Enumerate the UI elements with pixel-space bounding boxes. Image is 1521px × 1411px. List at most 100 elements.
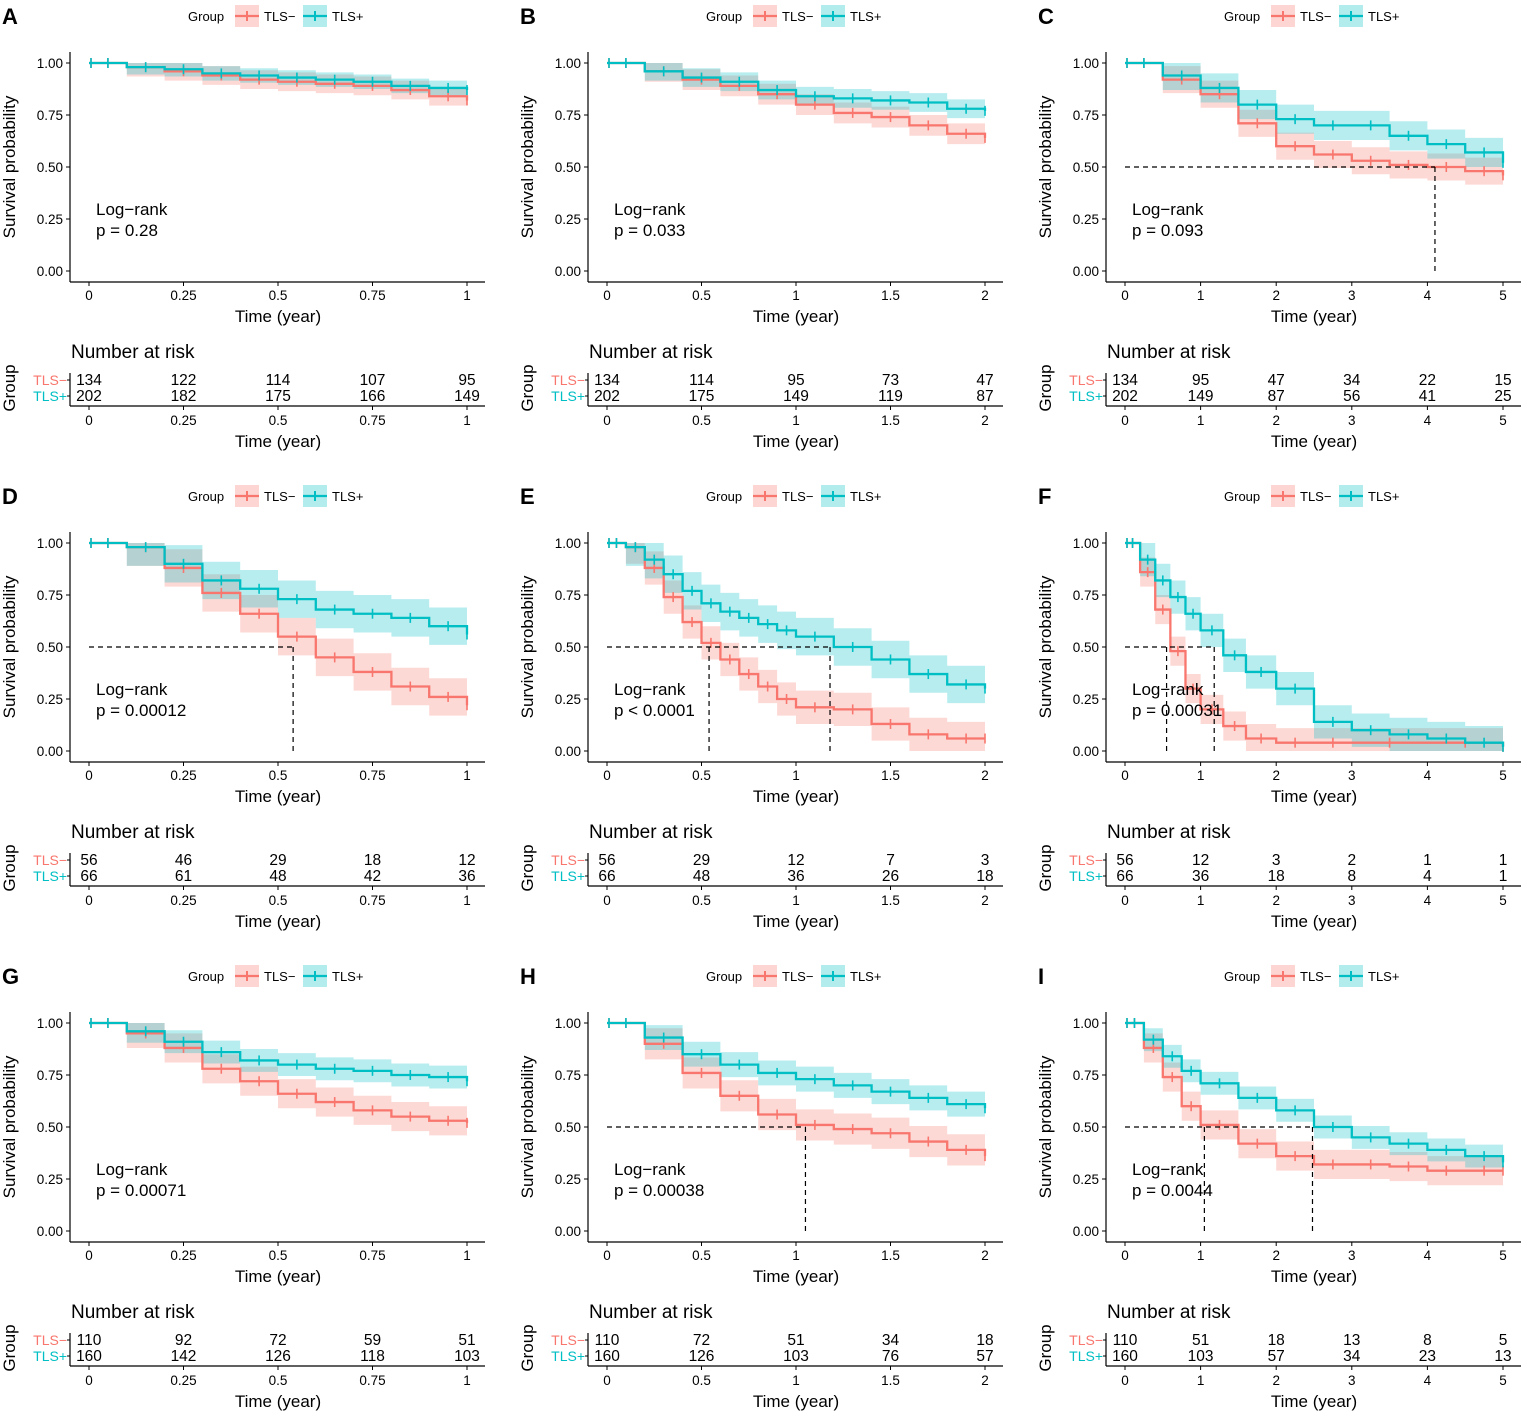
panel-label: F (1038, 484, 1051, 509)
risk-count: 66 (80, 868, 97, 885)
x-axis-label: Time (year) (235, 307, 321, 326)
x-tick-label: 5 (1499, 768, 1507, 783)
x-tick-label: 0.5 (269, 1248, 288, 1263)
legend-label: TLS− (782, 489, 813, 504)
risk-count: 1 (1499, 852, 1508, 869)
km-curve-tls-pos (607, 61, 987, 111)
risk-count: 175 (689, 388, 715, 405)
legend: Group TLS− TLS+ (1224, 485, 1399, 507)
y-tick-label: 0.25 (1073, 212, 1099, 227)
risk-count: 118 (360, 1348, 385, 1365)
risk-count: 18 (1268, 868, 1285, 885)
x-tick-label: 0 (1121, 288, 1129, 303)
risk-count: 46 (175, 852, 192, 869)
risk-count: 1 (1423, 852, 1432, 869)
logrank-label: Log−rank (1132, 680, 1204, 699)
y-tick-label: 1.00 (37, 1016, 63, 1031)
legend-title: Group (706, 489, 742, 504)
risk-count: 12 (787, 852, 804, 869)
x-tick-label: 0.75 (359, 1248, 385, 1263)
y-tick-label: 0.25 (1073, 1172, 1099, 1187)
risk-count: 48 (693, 868, 710, 885)
risk-count: 51 (458, 1332, 475, 1349)
x-tick-label: 1 (463, 1248, 471, 1263)
risk-count: 110 (77, 1332, 102, 1349)
risk-count: 57 (976, 1348, 993, 1365)
x-tick-label: 5 (1499, 288, 1507, 303)
y-tick-label: 0.75 (1073, 1068, 1099, 1083)
legend-label: TLS+ (1368, 969, 1399, 984)
risk-count: 87 (1268, 388, 1285, 405)
x-axis-label: Time (year) (235, 787, 321, 806)
km-curve-tls-pos (89, 541, 469, 635)
risk-row-label: TLS− (33, 372, 67, 388)
risk-count: 103 (783, 1348, 809, 1365)
risk-x-tick-label: 1 (1197, 1373, 1205, 1388)
risk-group-label: Group (1036, 1324, 1055, 1371)
panel-label: H (520, 964, 536, 989)
legend: Group TLS− TLS+ (188, 965, 363, 987)
x-tick-label: 0.5 (269, 288, 288, 303)
y-tick-label: 0.25 (37, 212, 63, 227)
legend: Group TLS− TLS+ (706, 965, 881, 987)
risk-count: 56 (598, 852, 615, 869)
y-tick-label: 0.75 (555, 588, 581, 603)
y-tick-label: 0.50 (37, 1120, 63, 1135)
risk-count: 122 (171, 372, 197, 389)
risk-count: 13 (1343, 1332, 1360, 1349)
risk-x-tick-label: 3 (1348, 413, 1356, 428)
legend-label: TLS− (782, 969, 813, 984)
risk-x-tick-label: 3 (1348, 893, 1356, 908)
p-value: p = 0.00031 (1132, 701, 1222, 720)
risk-group-label: Group (518, 1324, 537, 1371)
risk-count: 57 (1268, 1348, 1285, 1365)
risk-count: 18 (976, 1332, 993, 1349)
risk-x-axis-label: Time (year) (1271, 1392, 1357, 1411)
y-tick-label: 1.00 (37, 56, 63, 71)
km-panel-D: D Group TLS− TLS+Survival probability1.000.… (0, 484, 485, 931)
x-tick-label: 2 (981, 1248, 989, 1263)
x-tick-label: 2 (1272, 768, 1280, 783)
risk-x-axis-label: Time (year) (235, 432, 321, 451)
x-tick-label: 0 (85, 1248, 93, 1263)
risk-x-tick-label: 5 (1499, 413, 1507, 428)
risk-count: 166 (360, 388, 386, 405)
y-tick-label: 0.00 (1073, 744, 1099, 759)
x-axis-label: Time (year) (1271, 787, 1357, 806)
legend-title: Group (1224, 969, 1260, 984)
ci-band-tls-pos (1125, 1023, 1503, 1174)
km-panel-C: C Group TLS− TLS+Survival probability1.000.… (1036, 4, 1521, 451)
risk-count: 29 (269, 852, 286, 869)
risk-count: 160 (1112, 1348, 1138, 1365)
risk-group-label: Group (0, 364, 19, 411)
risk-x-tick-label: 0.5 (269, 893, 288, 908)
legend: Group TLS− TLS+ (1224, 965, 1399, 987)
risk-count: 23 (1419, 1348, 1436, 1365)
risk-table-title: Number at risk (589, 822, 713, 843)
risk-count: 119 (878, 388, 903, 405)
risk-x-tick-label: 5 (1499, 893, 1507, 908)
risk-count: 87 (976, 388, 993, 405)
x-axis-label: Time (year) (753, 787, 839, 806)
risk-x-axis-label: Time (year) (753, 432, 839, 451)
risk-x-axis-label: Time (year) (1271, 912, 1357, 931)
risk-count: 160 (594, 1348, 620, 1365)
y-tick-label: 1.00 (1073, 536, 1099, 551)
risk-table: Number at risk Group TLS− 134 122 114 107 95 TLS… (0, 342, 485, 451)
y-tick-label: 0.75 (37, 108, 63, 123)
y-axis-label: Survival probability (1036, 95, 1055, 238)
risk-count: 134 (76, 372, 102, 389)
legend-title: Group (188, 969, 224, 984)
y-tick-label: 0.25 (37, 1172, 63, 1187)
logrank-label: Log−rank (614, 1160, 686, 1179)
risk-x-tick-label: 0.75 (359, 413, 385, 428)
legend-label: TLS+ (332, 489, 363, 504)
risk-count: 160 (76, 1348, 102, 1365)
x-tick-label: 3 (1348, 1248, 1356, 1263)
risk-count: 72 (693, 1332, 710, 1349)
x-tick-label: 0 (1121, 768, 1129, 783)
y-tick-label: 0.75 (37, 1068, 63, 1083)
risk-x-tick-label: 2 (981, 893, 989, 908)
risk-row-label: TLS+ (551, 388, 585, 404)
risk-count: 12 (458, 852, 475, 869)
